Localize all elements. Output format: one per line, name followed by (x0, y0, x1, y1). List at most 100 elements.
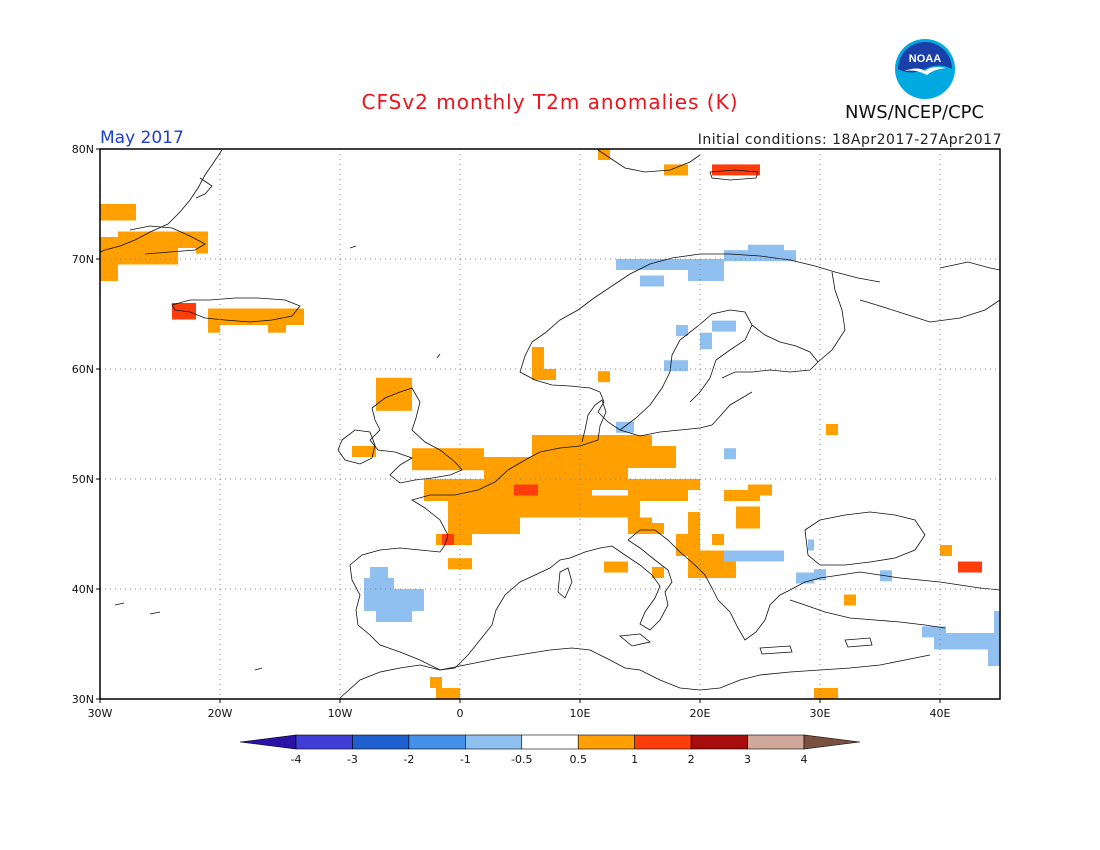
anomaly-cell (448, 558, 472, 570)
colorbar-segment (352, 734, 410, 750)
lat-label: 30N (72, 693, 94, 706)
colorbar-segment (577, 734, 635, 750)
anomaly-cell (814, 688, 838, 699)
anomaly-cell (352, 446, 376, 457)
anomaly-cell (532, 369, 556, 380)
colorbar-segment (521, 734, 579, 750)
colorbar-tick-label: -2 (403, 753, 414, 766)
anomaly-cell (748, 244, 784, 256)
anomaly-cell (208, 321, 220, 333)
anomaly-cell (628, 517, 652, 534)
anomaly-cell (514, 484, 538, 496)
anomaly-cell (826, 424, 838, 435)
longitude-labels: 30W 20W 10W 0 10E 20E 30E 40E (88, 699, 951, 720)
anomaly-cell (532, 435, 652, 468)
anomaly-cell (532, 347, 544, 369)
colorbar-right-arrow (803, 734, 861, 750)
lat-label: 40N (72, 583, 94, 596)
lon-label: 20E (690, 707, 711, 720)
anomaly-cell (640, 275, 664, 287)
anomaly-cell (604, 561, 628, 573)
anomaly-cell (958, 561, 982, 573)
anomaly-cell (994, 611, 1000, 633)
anomaly-cell (724, 550, 784, 562)
map-frame (99, 148, 1001, 700)
anomaly-cell (934, 633, 1000, 650)
anomaly-cell (640, 446, 676, 468)
anomaly-cell (100, 204, 136, 221)
anomaly-cell (430, 677, 442, 688)
lat-label: 60N (72, 363, 94, 376)
anomaly-cell (712, 534, 724, 545)
lon-label: 40E (930, 707, 951, 720)
lon-label: 30E (810, 707, 831, 720)
page-title: CFSv2 monthly T2m anomalies (K) (361, 90, 739, 114)
colorbar-segment (465, 734, 523, 750)
colorbar-tick-label: -1 (460, 753, 471, 766)
anomaly-cell (442, 534, 454, 545)
colorbar-tick-label: 4 (801, 753, 808, 766)
anomaly-cell (808, 539, 814, 551)
anomaly-cell (598, 149, 610, 160)
initial-conditions: Initial conditions: 18Apr2017-27Apr2017 (697, 132, 1002, 148)
colorbar-tick-label: 0.5 (569, 753, 587, 766)
latitude-labels: 80N 70N 60N 50N 40N 30N (72, 143, 100, 706)
anomaly-cell (598, 371, 610, 383)
colorbar-tick-label: -4 (291, 753, 302, 766)
anomaly-cell (844, 594, 856, 606)
lon-label: 10W (328, 707, 353, 720)
colorbar-segment (690, 734, 748, 750)
colorbar-tick-label: 2 (688, 753, 695, 766)
colorbar: -4 -3 -2 -1 -0.5 0.5 1 2 3 4 (239, 734, 861, 766)
lon-label: 0 (457, 707, 464, 720)
anomaly-cell (922, 626, 946, 638)
anomaly-cell (724, 448, 736, 460)
anomaly-cell (436, 688, 460, 699)
anomaly-cell (118, 231, 178, 265)
anomaly-cell (448, 501, 520, 534)
anomaly-cell (940, 545, 952, 556)
anomaly-cell (736, 506, 760, 529)
anomaly-cell (748, 484, 772, 496)
anomaly-cell (370, 567, 388, 578)
colorbar-tick-label: -0.5 (511, 753, 532, 766)
lon-label: 30W (88, 707, 113, 720)
coastlines (99, 149, 1001, 699)
anomaly-cell (268, 321, 286, 333)
colorbar-segment (408, 734, 466, 750)
anomaly-cells (100, 149, 1000, 699)
colorbar-segment (295, 734, 353, 750)
anomaly-cell (688, 270, 724, 281)
forecast-month: May 2017 (100, 128, 184, 148)
colorbar-segment (747, 734, 805, 750)
colorbar-left-arrow (239, 734, 297, 750)
lat-label: 70N (72, 253, 94, 266)
anomaly-cell (520, 495, 640, 518)
graticule (100, 149, 1000, 699)
anomaly-cell (688, 512, 700, 534)
lat-label: 80N (72, 143, 94, 156)
lon-label: 20W (208, 707, 233, 720)
anomaly-cell (376, 605, 412, 622)
anomaly-cell (616, 259, 724, 270)
anomaly-cell (412, 448, 484, 471)
anomaly-cell (724, 490, 760, 501)
colorbar-segment (634, 734, 692, 750)
anomaly-cell (652, 523, 664, 534)
anomaly-cell (700, 332, 712, 350)
agency-label: NWS/NCEP/CPC (845, 102, 985, 123)
colorbar-tick-label: -3 (347, 753, 358, 766)
anomaly-cell (196, 242, 208, 254)
anomaly-cell (988, 633, 1000, 666)
anomaly-cell (664, 479, 700, 490)
anomaly-cell (364, 578, 394, 589)
lat-label: 50N (72, 473, 94, 486)
colorbar-tick-label: 3 (744, 753, 751, 766)
noaa-logo-icon: NOAA (895, 39, 955, 99)
lon-label: 10E (570, 707, 591, 720)
anomaly-cell (676, 325, 688, 336)
colorbar-tick-label: 1 (631, 753, 638, 766)
svg-text:NOAA: NOAA (909, 53, 941, 65)
anomaly-cell (712, 320, 736, 332)
